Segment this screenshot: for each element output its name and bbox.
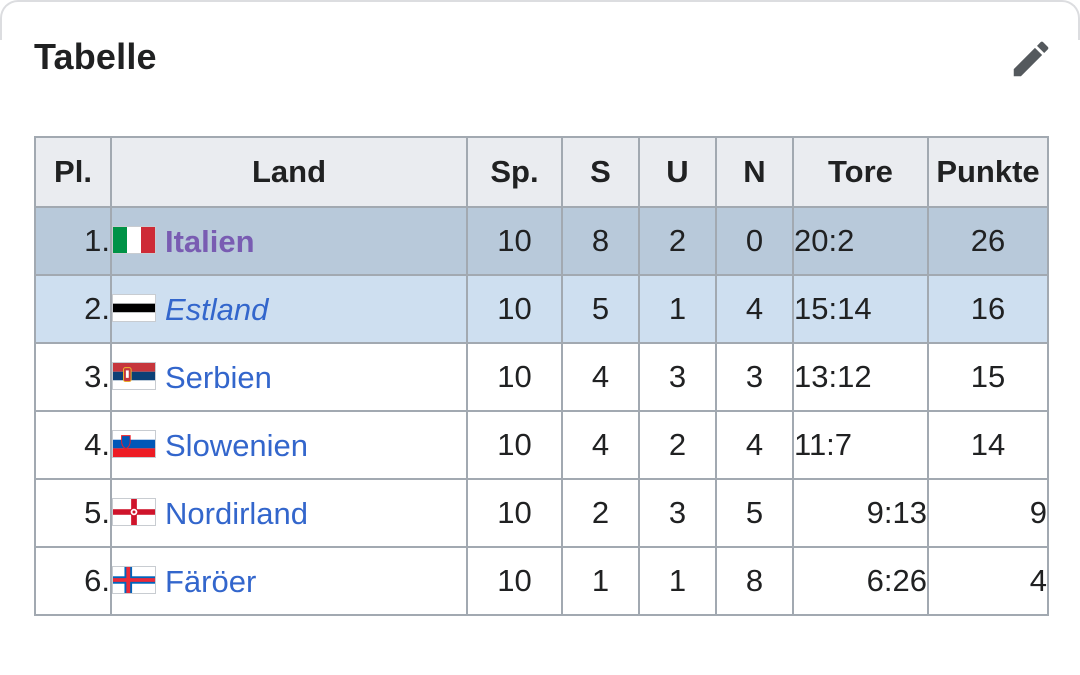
position-cell: 5. [34,478,112,548]
table-row: 6. Färöer 10 1 1 8 6:26 4 [34,546,1049,616]
table-row: 5. Nordirland 10 2 3 5 9:13 9 [34,478,1049,548]
section-header: Tabelle [34,30,1054,86]
points-cell: 9 [927,478,1049,548]
table-row: 2. Estland 10 5 1 4 15:14 16 [34,274,1049,344]
played-cell: 10 [466,546,563,616]
won-cell: 4 [561,410,640,480]
drawn-cell: 2 [638,410,717,480]
goals-cell: 9:13 [792,478,929,548]
won-cell: 4 [561,342,640,412]
position-cell: 3. [34,342,112,412]
northern-ireland-flag-icon [112,497,156,526]
header-played[interactable]: Sp. [466,136,563,208]
position-cell: 2. [34,274,112,344]
won-cell: 1 [561,546,640,616]
points-cell: 4 [927,546,1049,616]
drawn-cell: 1 [638,274,717,344]
played-cell: 10 [466,274,563,344]
header-goals[interactable]: Tore [792,136,929,208]
country-link-italien[interactable]: Italien [165,223,255,259]
position-cell: 4. [34,410,112,480]
points-cell: 26 [927,206,1049,276]
country-cell: Slowenien [110,410,468,480]
header-won[interactable]: S [561,136,640,208]
table-row: 3. Serbien 10 4 3 3 13:12 15 [34,342,1049,412]
points-cell: 14 [927,410,1049,480]
header-points[interactable]: Punkte [927,136,1049,208]
country-link-slowenien[interactable]: Slowenien [165,427,309,463]
goals-cell: 20:2 [792,206,929,276]
serbia-flag-icon [112,361,156,390]
lost-cell: 4 [715,410,794,480]
country-link-faeroer[interactable]: Färöer [165,563,257,599]
played-cell: 10 [466,478,563,548]
points-cell: 15 [927,342,1049,412]
faroe-islands-flag-icon [112,565,156,594]
goals-cell: 6:26 [792,546,929,616]
header-lost[interactable]: N [715,136,794,208]
country-cell: Estland [110,274,468,344]
estonia-flag-icon [112,293,156,322]
lost-cell: 5 [715,478,794,548]
header-pos[interactable]: Pl. [34,136,112,208]
country-cell: Nordirland [110,478,468,548]
slovenia-flag-icon [112,429,156,458]
goals-cell: 15:14 [792,274,929,344]
header-row: Pl. Land Sp. S U N Tore Punkte [34,136,1049,208]
table-row: 1. Italien 10 8 2 0 20:2 26 [34,206,1049,276]
played-cell: 10 [466,342,563,412]
position-cell: 1. [34,206,112,276]
standings-table: Pl. Land Sp. S U N Tore Punkte 1. Italie… [34,136,1049,616]
won-cell: 5 [561,274,640,344]
drawn-cell: 3 [638,342,717,412]
drawn-cell: 2 [638,206,717,276]
lost-cell: 4 [715,274,794,344]
played-cell: 10 [466,206,563,276]
card-top-edge [0,0,1080,40]
country-cell: Serbien [110,342,468,412]
points-cell: 16 [927,274,1049,344]
header-country[interactable]: Land [110,136,468,208]
lost-cell: 3 [715,342,794,412]
section-title: Tabelle [34,36,157,77]
won-cell: 2 [561,478,640,548]
header-drawn[interactable]: U [638,136,717,208]
goals-cell: 13:12 [792,342,929,412]
won-cell: 8 [561,206,640,276]
lost-cell: 8 [715,546,794,616]
lost-cell: 0 [715,206,794,276]
goals-cell: 11:7 [792,410,929,480]
country-cell: Italien [110,206,468,276]
country-cell: Färöer [110,546,468,616]
pencil-icon[interactable] [1008,36,1054,82]
played-cell: 10 [466,410,563,480]
italy-flag-icon [112,225,156,254]
drawn-cell: 3 [638,478,717,548]
position-cell: 6. [34,546,112,616]
country-link-serbien[interactable]: Serbien [165,359,272,395]
table-row: 4. Slowenien 10 4 2 4 11:7 14 [34,410,1049,480]
country-link-nordirland[interactable]: Nordirland [165,495,309,531]
drawn-cell: 1 [638,546,717,616]
country-link-estland[interactable]: Estland [165,291,269,327]
